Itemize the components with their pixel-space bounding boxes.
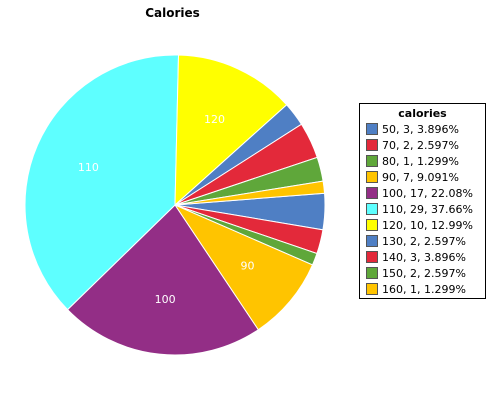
slice-label-90: 90 (240, 260, 254, 273)
legend-item-120: 120, 10, 12.99% (360, 217, 485, 233)
legend-swatch (366, 123, 378, 135)
legend: calories 50, 3, 3.896% 70, 2, 2.597% 80, 1… (359, 103, 486, 299)
chart-title: Calories (145, 6, 200, 20)
legend-label: 130, 2, 2.597% (382, 234, 466, 248)
legend-label: 140, 3, 3.896% (382, 250, 466, 264)
pie-chart: 90 100 110 120 (24, 54, 326, 356)
legend-items: 50, 3, 3.896% 70, 2, 2.597% 80, 1, 1.299% 9… (360, 121, 485, 297)
legend-label: 120, 10, 12.99% (382, 218, 473, 232)
legend-swatch (366, 235, 378, 247)
legend-label: 160, 1, 1.299% (382, 282, 466, 296)
legend-swatch (366, 251, 378, 263)
legend-swatch (366, 187, 378, 199)
pie-slice-100 (66, 204, 259, 356)
pie-slice-120 (174, 54, 288, 207)
pie-slice-160 (174, 180, 326, 206)
legend-label: 110, 29, 37.66% (382, 202, 473, 216)
legend-item-140: 140, 3, 3.896% (360, 249, 485, 265)
legend-title: calories (398, 107, 447, 120)
legend-label: 70, 2, 2.597% (382, 138, 459, 152)
legend-label: 50, 3, 3.896% (382, 122, 459, 136)
legend-item-160: 160, 1, 1.299% (360, 281, 485, 297)
legend-swatch (366, 139, 378, 151)
legend-swatch (366, 283, 378, 295)
legend-swatch (366, 171, 378, 183)
slice-label-110: 110 (78, 161, 99, 174)
slice-label-100: 100 (155, 293, 176, 306)
legend-swatch (366, 267, 378, 279)
legend-swatch (366, 219, 378, 231)
legend-item-150: 150, 2, 2.597% (360, 265, 485, 281)
legend-item-50: 50, 3, 3.896% (360, 121, 485, 137)
legend-item-110: 110, 29, 37.66% (360, 201, 485, 217)
legend-swatch (366, 155, 378, 167)
legend-label: 90, 7, 9.091% (382, 170, 459, 184)
legend-item-80: 80, 1, 1.299% (360, 153, 485, 169)
legend-label: 150, 2, 2.597% (382, 266, 466, 280)
pie-slice-90 (173, 203, 314, 331)
slice-label-120: 120 (204, 113, 225, 126)
legend-label: 80, 1, 1.299% (382, 154, 459, 168)
legend-label: 100, 17, 22.08% (382, 186, 473, 200)
legend-item-90: 90, 7, 9.091% (360, 169, 485, 185)
legend-item-130: 130, 2, 2.597% (360, 233, 485, 249)
legend-swatch (366, 203, 378, 215)
legend-item-100: 100, 17, 22.08% (360, 185, 485, 201)
legend-item-70: 70, 2, 2.597% (360, 137, 485, 153)
pie-slice-110 (24, 54, 180, 311)
